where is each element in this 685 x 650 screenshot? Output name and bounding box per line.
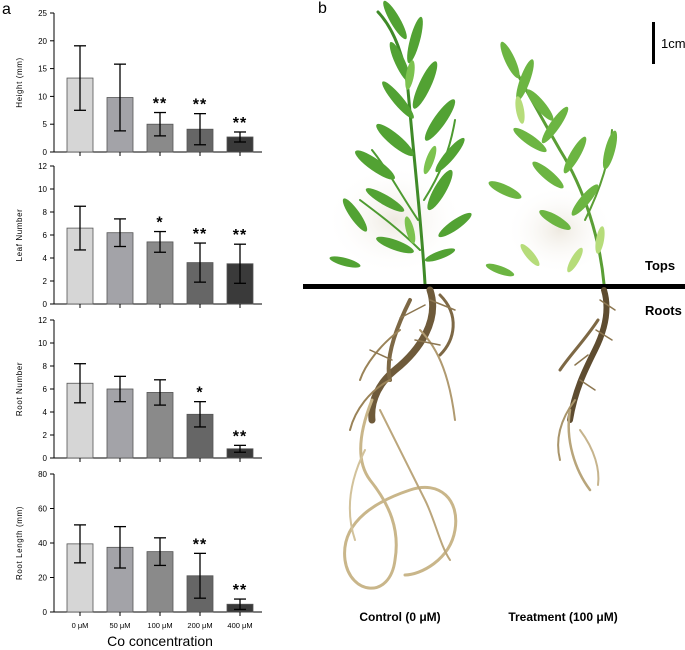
y-tick-label: 10	[38, 339, 47, 348]
photo-shadow	[325, 165, 465, 275]
y-tick-label: 80	[38, 470, 47, 479]
significance-marker: **	[233, 115, 247, 132]
y-tick-label: 10	[38, 92, 47, 101]
scale-bar-label: 1cm	[661, 36, 685, 51]
y-tick-label: 0	[43, 148, 48, 157]
bar-chart-4: 0 20 40 60 80 Root Length (mm) ** ** 0 μM 50 μM 10…	[15, 470, 262, 630]
control-plant-roots	[343, 286, 458, 590]
bar-chart-1: 0 5 10 15 20 25 Height (mm) ** ** **	[15, 9, 262, 157]
control-plant-shoot	[329, 0, 472, 286]
plant-photo: 1cm Tops Roots Control (0 μM) Treatment …	[303, 0, 685, 624]
y-tick-label: 20	[38, 37, 47, 46]
x-tick-label: 100 μM	[147, 621, 172, 630]
roots-label: Roots	[645, 303, 682, 318]
panel-a-label: a	[2, 1, 11, 18]
y-tick-label: 0	[43, 608, 48, 617]
y-tick-label: 2	[43, 277, 48, 286]
significance-marker: *	[196, 385, 203, 402]
y-tick-label: 12	[38, 316, 47, 325]
y-tick-label: 2	[43, 431, 48, 440]
significance-marker: **	[193, 226, 207, 243]
scale-bar	[652, 22, 655, 64]
x-tick-label: 400 μM	[227, 621, 252, 630]
y-tick-label: 12	[38, 162, 47, 171]
y-tick-label: 4	[43, 408, 48, 417]
y-tick-label: 4	[43, 254, 48, 263]
y-tick-label: 40	[38, 539, 47, 548]
treatment-plant-roots	[557, 287, 616, 492]
significance-marker: **	[233, 582, 247, 599]
y-axis-label: Leaf Number	[15, 209, 24, 262]
y-tick-label: 10	[38, 185, 47, 194]
y-tick-label: 6	[43, 385, 48, 394]
y-axis-label: Root Number	[15, 362, 24, 416]
y-tick-label: 8	[43, 208, 48, 217]
y-tick-label: 5	[43, 120, 48, 129]
tops-label: Tops	[645, 258, 675, 273]
y-axis-label: Root Length (mm)	[15, 506, 24, 580]
y-tick-label: 25	[38, 9, 47, 18]
x-tick-label: 0 μM	[72, 621, 89, 630]
significance-marker: **	[153, 96, 167, 113]
significance-marker: *	[156, 215, 163, 232]
x-tick-label: 50 μM	[110, 621, 131, 630]
y-axis-label: Height (mm)	[15, 57, 24, 108]
photo-shadow	[505, 185, 615, 275]
significance-marker: **	[193, 97, 207, 114]
treatment-label: Treatment (100 μM)	[508, 610, 617, 624]
y-tick-label: 8	[43, 362, 48, 371]
tops-roots-divider	[303, 284, 685, 289]
significance-marker: **	[193, 536, 207, 553]
y-tick-label: 60	[38, 505, 47, 514]
panel-b-label: b	[318, 0, 327, 17]
treatment-plant-shoot	[485, 41, 618, 286]
y-tick-label: 20	[38, 574, 47, 583]
x-tick-label: 200 μM	[187, 621, 212, 630]
significance-marker: **	[233, 428, 247, 445]
control-label: Control (0 μM)	[359, 610, 440, 624]
y-tick-label: 15	[38, 65, 47, 74]
shared-x-axis-label: Co concentration	[107, 633, 213, 649]
y-tick-label: 6	[43, 231, 48, 240]
y-tick-label: 0	[43, 300, 48, 309]
significance-marker: **	[233, 227, 247, 244]
y-tick-label: 0	[43, 454, 48, 463]
